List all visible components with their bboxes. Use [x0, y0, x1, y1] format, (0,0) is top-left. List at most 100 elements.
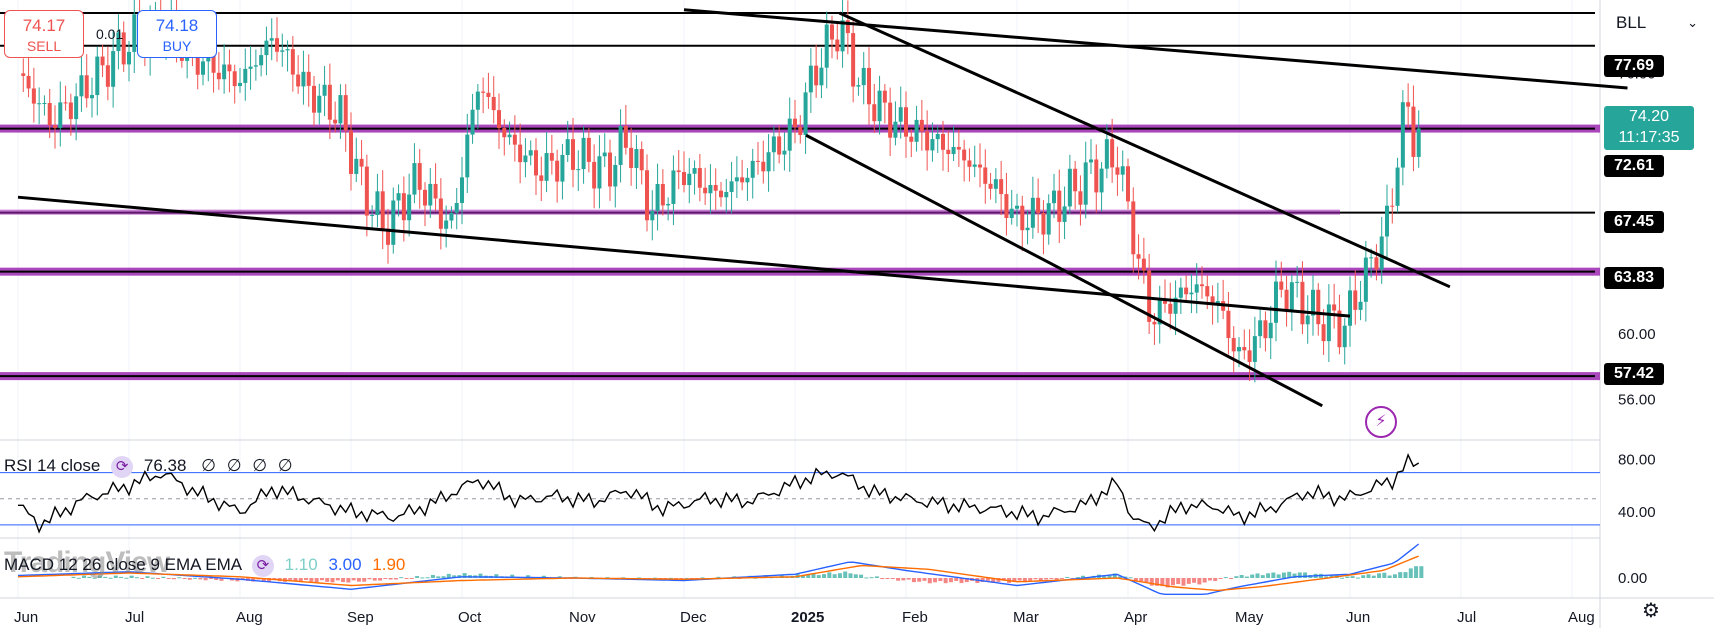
- candle-up: [528, 150, 533, 156]
- settings-icon[interactable]: ⚙: [1642, 600, 1660, 622]
- buy-button[interactable]: 74.18 BUY: [137, 10, 217, 58]
- macd-histogram-bar: [367, 578, 372, 580]
- candle-up: [470, 109, 475, 135]
- candle-up: [79, 75, 84, 97]
- macd-histogram-bar: [309, 578, 314, 582]
- rsi-value: 76.38: [143, 456, 187, 475]
- sell-label: SELL: [26, 38, 62, 54]
- candle-down: [1163, 298, 1167, 304]
- candle-up: [597, 156, 602, 189]
- macd-histogram-bar: [1197, 578, 1202, 585]
- symbol-selector[interactable]: BLL ⌄: [1608, 8, 1708, 38]
- candle-up: [734, 177, 739, 182]
- macd-histogram-bar: [1218, 578, 1223, 579]
- macd-histogram-bar: [1355, 577, 1360, 579]
- macd-histogram-bar: [1017, 578, 1022, 581]
- candle-down: [909, 136, 914, 142]
- lightning-icon[interactable]: ⚡: [1365, 406, 1397, 438]
- candle-down: [645, 170, 649, 221]
- macd-histogram-bar: [415, 576, 420, 578]
- candle-down: [31, 88, 36, 104]
- trendline: [17, 195, 1351, 318]
- candle-down: [592, 161, 597, 189]
- candle-down: [349, 130, 353, 174]
- macd-histogram-bar: [1324, 576, 1329, 578]
- candle-up: [1363, 257, 1368, 302]
- candle-up: [116, 32, 121, 52]
- candle-up: [1015, 205, 1019, 209]
- sell-button[interactable]: 74.17 SELL: [4, 10, 84, 58]
- candle-down: [491, 97, 496, 111]
- macd-histogram-bar: [478, 573, 483, 578]
- candle-up: [132, 14, 137, 52]
- candle-down: [211, 49, 216, 73]
- candle-down: [983, 167, 988, 184]
- candle-down: [845, 20, 850, 34]
- chevron-down-icon: ⌄: [1687, 15, 1698, 30]
- candle-down: [851, 33, 856, 87]
- macd-histogram-bar: [869, 577, 874, 579]
- macd-histogram-bar: [1107, 574, 1112, 578]
- candle-down: [423, 189, 427, 206]
- candle-up: [1104, 139, 1109, 169]
- candle-down: [1300, 281, 1305, 325]
- candle-up: [95, 56, 100, 96]
- refresh-icon[interactable]: ⟳: [111, 456, 134, 478]
- candle-up: [354, 158, 359, 174]
- time-axis-tick: Sep: [347, 609, 374, 626]
- macd-histogram-bar: [293, 578, 298, 582]
- candle-up: [1342, 325, 1347, 348]
- candle-down: [1152, 321, 1157, 325]
- macd-histogram-bar: [1044, 578, 1049, 580]
- macd-histogram-bar: [853, 574, 858, 578]
- candle-down: [682, 172, 686, 186]
- level-label-72-61: 72.61: [1604, 155, 1664, 177]
- candle-down: [1226, 310, 1231, 339]
- time-axis-tick: Dec: [680, 609, 707, 626]
- candle-down: [719, 190, 723, 198]
- macd-histogram-bar: [874, 576, 879, 578]
- macd-histogram-bar: [822, 574, 827, 578]
- macd-histogram-bar: [319, 578, 324, 581]
- candle-up: [42, 103, 47, 105]
- candle-down: [497, 110, 501, 129]
- candle-down: [629, 147, 634, 168]
- candle-up: [74, 96, 79, 120]
- candle-down: [1110, 139, 1115, 168]
- macd-histogram-bar: [1419, 566, 1424, 578]
- macd-histogram-bar: [1250, 574, 1255, 578]
- candle-up: [370, 215, 375, 217]
- candle-down: [586, 137, 591, 162]
- time-axis-tick: Jul: [125, 609, 144, 626]
- candle-down: [941, 133, 945, 150]
- candle-up: [861, 67, 866, 86]
- candle-up: [581, 137, 586, 170]
- candle-down: [512, 134, 517, 145]
- macd-histogram-bar: [954, 578, 959, 581]
- macd-histogram-bar: [1155, 578, 1160, 586]
- macd-hist-value: 1.10: [284, 555, 318, 574]
- candle-down: [867, 67, 871, 105]
- refresh-icon[interactable]: ⟳: [251, 555, 274, 577]
- candle-down: [882, 90, 887, 103]
- candle-down: [343, 95, 348, 131]
- candle-down: [571, 139, 575, 170]
- macd-histogram-bar: [933, 578, 938, 583]
- macd-histogram-bar: [1398, 572, 1403, 578]
- macd-histogram-bar: [1287, 571, 1292, 578]
- candle-down: [967, 160, 972, 167]
- macd-histogram-bar: [124, 577, 129, 579]
- macd-histogram-bar: [827, 572, 832, 578]
- macd-histogram-bar: [1297, 572, 1302, 578]
- macd-histogram-bar: [859, 574, 864, 578]
- candle-down: [1205, 286, 1210, 297]
- candle-down: [777, 136, 782, 155]
- macd-histogram-bar: [82, 575, 87, 578]
- candle-up: [1395, 167, 1400, 206]
- candle-up: [523, 155, 528, 163]
- rsi-legend[interactable]: RSI 14 close ⟳ 76.38 ∅ ∅ ∅ ∅: [4, 456, 293, 478]
- macd-legend[interactable]: MACD 12 26 close 9 EMA EMA ⟳ 1.10 3.00 1…: [4, 555, 405, 577]
- time-axis-tick: Jun: [14, 609, 38, 626]
- candle-up: [1062, 206, 1067, 222]
